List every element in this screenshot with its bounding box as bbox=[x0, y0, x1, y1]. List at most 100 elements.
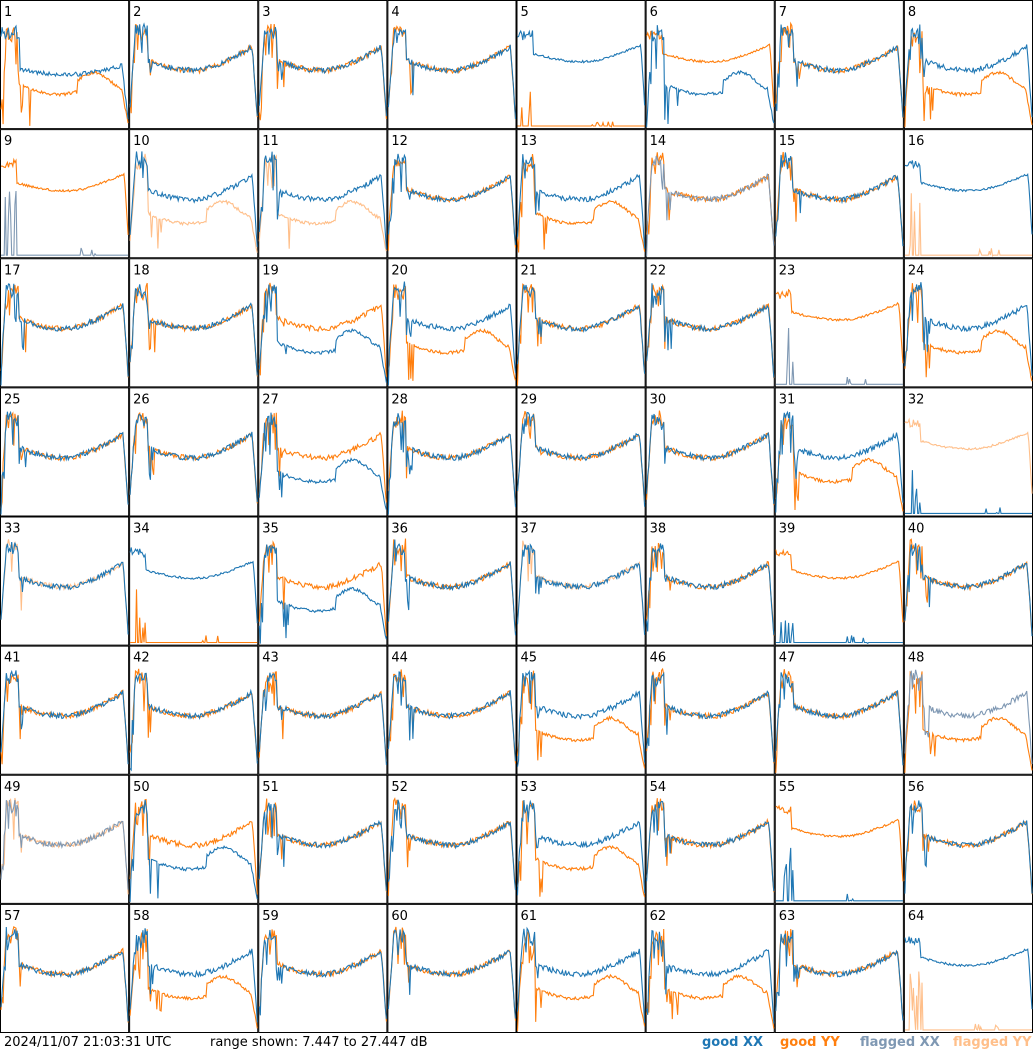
panel-label: 36 bbox=[391, 522, 408, 537]
panel-label: 25 bbox=[4, 392, 21, 407]
panel-frame bbox=[516, 0, 646, 130]
panel-label: 23 bbox=[779, 263, 796, 278]
panel-frame bbox=[516, 903, 646, 1033]
panel-label: 19 bbox=[262, 263, 279, 278]
xx-trace bbox=[258, 284, 387, 383]
yy-trace bbox=[904, 417, 1033, 494]
xx-trace bbox=[0, 926, 129, 1022]
antenna-panel-50: 50 bbox=[129, 774, 259, 904]
antenna-panel-16: 16 bbox=[903, 129, 1033, 259]
panel-label: 61 bbox=[521, 909, 538, 924]
yy-trace bbox=[516, 800, 646, 898]
xx-trace bbox=[904, 160, 1033, 235]
yy-trace bbox=[0, 539, 129, 632]
xx-trace bbox=[387, 413, 517, 515]
panel-frame bbox=[774, 0, 904, 130]
panel-frame bbox=[516, 258, 646, 388]
panel-frame bbox=[129, 0, 259, 130]
panel-frame bbox=[774, 903, 904, 1033]
panel-frame bbox=[0, 129, 130, 259]
panel-label: 20 bbox=[391, 263, 408, 278]
panel-label: 45 bbox=[521, 651, 538, 666]
panel-label: 58 bbox=[133, 909, 150, 924]
panel-frame bbox=[516, 774, 646, 904]
panel-frame bbox=[387, 258, 517, 388]
footer-bar: 2024/11/07 21:03:31 UTC range shown: 7.4… bbox=[0, 1033, 1033, 1053]
xx-trace bbox=[129, 22, 258, 117]
yy-trace bbox=[130, 589, 258, 644]
antenna-panel-30: 30 bbox=[645, 387, 775, 517]
xx-trace bbox=[904, 24, 1033, 118]
panel-frame bbox=[129, 645, 259, 775]
yy-trace bbox=[904, 31, 1033, 128]
antenna-panel-22: 22 bbox=[645, 258, 775, 388]
xx-trace bbox=[775, 847, 903, 902]
legend-good-yy: good YY bbox=[780, 1035, 840, 1050]
panel-frame bbox=[516, 387, 646, 517]
panel-label: 62 bbox=[650, 909, 667, 924]
panel-frame bbox=[0, 387, 130, 517]
panel-label: 33 bbox=[4, 522, 21, 537]
yy-trace bbox=[775, 151, 904, 244]
yy-trace bbox=[258, 23, 387, 121]
yy-trace bbox=[129, 798, 258, 895]
xx-trace bbox=[646, 283, 775, 378]
antenna-panel-28: 28 bbox=[387, 387, 517, 517]
xx-trace bbox=[129, 547, 258, 624]
panel-label: 1 bbox=[4, 5, 12, 20]
antenna-panel-31: 31 bbox=[774, 387, 904, 517]
panel-label: 55 bbox=[779, 780, 796, 795]
xx-trace bbox=[387, 281, 517, 386]
antenna-panel-25: 25 bbox=[0, 387, 130, 517]
xx-trace bbox=[646, 671, 775, 763]
yy-trace bbox=[516, 283, 646, 386]
yy-trace bbox=[775, 288, 904, 364]
timestamp: 2024/11/07 21:03:31 UTC bbox=[4, 1035, 172, 1050]
antenna-panel-6: 6 bbox=[645, 0, 775, 130]
yy-trace bbox=[646, 798, 775, 893]
xx-trace bbox=[129, 413, 258, 503]
antenna-panel-58: 58 bbox=[129, 903, 259, 1033]
panel-label: 27 bbox=[262, 392, 279, 407]
xx-trace bbox=[1, 190, 129, 257]
panel-label: 41 bbox=[4, 651, 21, 666]
yy-trace bbox=[0, 797, 129, 895]
yy-trace bbox=[258, 154, 387, 252]
yy-trace bbox=[646, 542, 775, 636]
yy-trace bbox=[258, 412, 387, 503]
xx-trace bbox=[775, 152, 904, 247]
panel-label: 42 bbox=[133, 651, 150, 666]
xx-trace bbox=[516, 926, 646, 1023]
legend-flagged-xx: flagged XX bbox=[860, 1035, 940, 1050]
panel-label: 54 bbox=[650, 780, 667, 795]
panel-frame bbox=[0, 774, 130, 904]
panel-frame bbox=[0, 645, 130, 775]
panel-label: 39 bbox=[779, 522, 796, 537]
xx-trace bbox=[0, 283, 129, 386]
antenna-panel-9: 9 bbox=[0, 129, 130, 259]
yy-trace bbox=[516, 931, 646, 1032]
antenna-panel-35: 35 bbox=[258, 516, 388, 646]
panel-label: 34 bbox=[133, 522, 150, 537]
antenna-panel-14: 14 bbox=[645, 129, 775, 259]
panel-label: 30 bbox=[650, 392, 667, 407]
antenna-panel-47: 47 bbox=[774, 645, 904, 775]
panel-label: 10 bbox=[133, 134, 150, 149]
xx-trace bbox=[904, 669, 1033, 765]
antenna-panel-10: 10 bbox=[129, 129, 259, 259]
panel-frame bbox=[387, 516, 517, 646]
antenna-panel-53: 53 bbox=[516, 774, 646, 904]
panel-frame bbox=[258, 0, 388, 130]
antenna-panel-46: 46 bbox=[645, 645, 775, 775]
xx-trace bbox=[517, 29, 646, 106]
xx-trace bbox=[516, 799, 646, 896]
panel-frame bbox=[387, 774, 517, 904]
yy-trace bbox=[387, 284, 517, 381]
antenna-panel-29: 29 bbox=[516, 387, 646, 517]
yy-trace bbox=[387, 25, 517, 120]
panel-frame bbox=[774, 645, 904, 775]
yy-trace bbox=[775, 669, 904, 773]
antenna-panel-2: 2 bbox=[129, 0, 259, 130]
yy-trace bbox=[516, 670, 646, 769]
panel-frame bbox=[258, 774, 388, 904]
